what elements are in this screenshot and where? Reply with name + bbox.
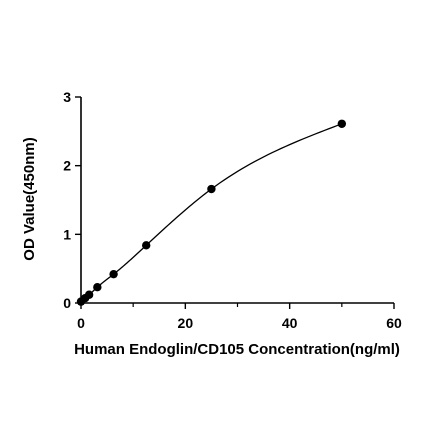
fit-curve bbox=[80, 123, 343, 303]
x-axis-title: Human Endoglin/CD105 Concentration(ng/ml… bbox=[74, 341, 400, 358]
x-tick-label: 20 bbox=[178, 315, 194, 331]
data-point bbox=[142, 241, 151, 250]
y-tick-label: 2 bbox=[63, 158, 71, 174]
data-point bbox=[84, 290, 94, 299]
x-tick-label: 40 bbox=[282, 315, 298, 331]
data-point bbox=[109, 269, 118, 279]
data-point bbox=[337, 119, 347, 128]
y-tick-label: 0 bbox=[63, 295, 71, 311]
y-axis-title: OD Value(450nm) bbox=[21, 137, 38, 260]
x-axis-ticks: 0 20 40 60 bbox=[77, 303, 402, 331]
y-tick-label: 3 bbox=[63, 89, 71, 105]
axes bbox=[80, 97, 394, 304]
data-point bbox=[93, 283, 102, 292]
x-tick-label: 0 bbox=[77, 315, 85, 331]
x-tick-label: 60 bbox=[386, 315, 402, 331]
y-axis-ticks: 0 1 2 3 bbox=[63, 89, 81, 311]
data-point bbox=[207, 184, 216, 194]
data-points bbox=[76, 119, 347, 306]
y-tick-label: 1 bbox=[63, 226, 71, 242]
